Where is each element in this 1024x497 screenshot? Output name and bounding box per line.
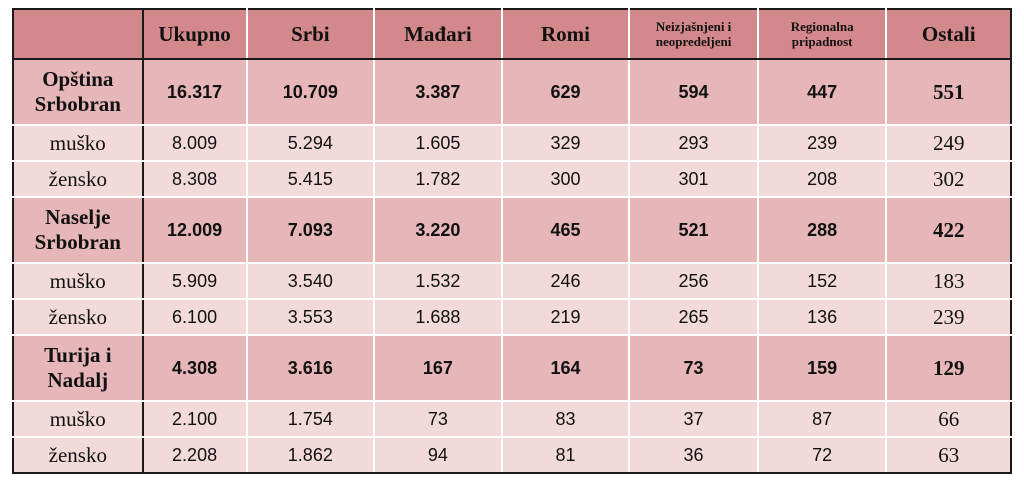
table-cell: 265 bbox=[628, 298, 759, 336]
table-cell: 1.605 bbox=[373, 124, 503, 162]
row-label: muško bbox=[12, 124, 144, 162]
table-cell: 208 bbox=[756, 160, 888, 198]
table-cell: 152 bbox=[756, 262, 888, 300]
table-cell: 183 bbox=[885, 262, 1012, 300]
section-row-naselje-srbobran: Naselje Srbobran 12.009 7.093 3.220 465 … bbox=[12, 196, 1012, 264]
header-cell-ostali: Ostali bbox=[885, 8, 1012, 60]
table-cell: 37 bbox=[628, 400, 759, 438]
table-cell: 256 bbox=[628, 262, 759, 300]
table-cell: 129 bbox=[885, 334, 1012, 402]
table-cell: 87 bbox=[756, 400, 888, 438]
table-cell: 551 bbox=[885, 58, 1012, 126]
table-cell: 629 bbox=[500, 58, 631, 126]
table-cell: 422 bbox=[885, 196, 1012, 264]
table-cell: 72 bbox=[756, 436, 888, 474]
table-cell: 239 bbox=[756, 124, 888, 162]
table-row: žensko 8.308 5.415 1.782 300 301 208 302 bbox=[12, 160, 1012, 198]
row-label: muško bbox=[12, 400, 144, 438]
table-cell: 465 bbox=[500, 196, 631, 264]
table-row: muško 2.100 1.754 73 83 37 87 66 bbox=[12, 400, 1012, 438]
row-label: žensko bbox=[12, 160, 144, 198]
table-cell: 83 bbox=[500, 400, 631, 438]
table-cell: 10.709 bbox=[245, 58, 376, 126]
header-cell-neizjasnjeni: Neizjašnjeni i neopredeljeni bbox=[628, 8, 759, 60]
table-cell: 4.308 bbox=[141, 334, 248, 402]
section-label: Naselje Srbobran bbox=[12, 196, 144, 264]
table-cell: 288 bbox=[756, 196, 888, 264]
table-cell: 73 bbox=[628, 334, 759, 402]
table-cell: 302 bbox=[885, 160, 1012, 198]
table-cell: 246 bbox=[500, 262, 631, 300]
table-cell: 2.208 bbox=[141, 436, 248, 474]
table-cell: 12.009 bbox=[141, 196, 248, 264]
row-label: muško bbox=[12, 262, 144, 300]
header-cell-corner bbox=[12, 8, 144, 60]
table-cell: 3.616 bbox=[245, 334, 376, 402]
table-cell: 7.093 bbox=[245, 196, 376, 264]
table-cell: 8.308 bbox=[141, 160, 248, 198]
table-row: muško 5.909 3.540 1.532 246 256 152 183 bbox=[12, 262, 1012, 300]
table-cell: 1.782 bbox=[373, 160, 503, 198]
table-cell: 81 bbox=[500, 436, 631, 474]
table-cell: 447 bbox=[756, 58, 888, 126]
table-cell: 1.688 bbox=[373, 298, 503, 336]
table-cell: 249 bbox=[885, 124, 1012, 162]
header-cell-regionalna: Regionalna pripadnost bbox=[756, 8, 888, 60]
table-cell: 2.100 bbox=[141, 400, 248, 438]
table-cell: 594 bbox=[628, 58, 759, 126]
table-cell: 3.220 bbox=[373, 196, 503, 264]
table-cell: 3.553 bbox=[245, 298, 376, 336]
section-label: Turija i Nadalj bbox=[12, 334, 144, 402]
table-cell: 164 bbox=[500, 334, 631, 402]
table-cell: 301 bbox=[628, 160, 759, 198]
header-row: Ukupno Srbi Mađari Romi Neizjašnjeni i n… bbox=[12, 8, 1012, 60]
table-cell: 293 bbox=[628, 124, 759, 162]
table-cell: 5.909 bbox=[141, 262, 248, 300]
table-cell: 73 bbox=[373, 400, 503, 438]
table-cell: 300 bbox=[500, 160, 631, 198]
table-cell: 3.387 bbox=[373, 58, 503, 126]
row-label: žensko bbox=[12, 298, 144, 336]
population-table: Ukupno Srbi Mađari Romi Neizjašnjeni i n… bbox=[12, 8, 1012, 474]
header-cell-madjari: Mađari bbox=[373, 8, 503, 60]
table-cell: 36 bbox=[628, 436, 759, 474]
table-cell: 3.540 bbox=[245, 262, 376, 300]
population-table-container: Ukupno Srbi Mađari Romi Neizjašnjeni i n… bbox=[12, 8, 1012, 474]
table-cell: 1.862 bbox=[245, 436, 376, 474]
table-cell: 1.532 bbox=[373, 262, 503, 300]
row-label: žensko bbox=[12, 436, 144, 474]
table-cell: 219 bbox=[500, 298, 631, 336]
table-cell: 167 bbox=[373, 334, 503, 402]
section-row-opstina-srbobran: Opština Srbobran 16.317 10.709 3.387 629… bbox=[12, 58, 1012, 126]
table-cell: 329 bbox=[500, 124, 631, 162]
table-row: žensko 6.100 3.553 1.688 219 265 136 239 bbox=[12, 298, 1012, 336]
header-cell-ukupno: Ukupno bbox=[141, 8, 248, 60]
table-cell: 5.294 bbox=[245, 124, 376, 162]
table-cell: 136 bbox=[756, 298, 888, 336]
table-cell: 159 bbox=[756, 334, 888, 402]
table-cell: 63 bbox=[885, 436, 1012, 474]
table-cell: 94 bbox=[373, 436, 503, 474]
table-cell: 1.754 bbox=[245, 400, 376, 438]
table-cell: 66 bbox=[885, 400, 1012, 438]
table-cell: 5.415 bbox=[245, 160, 376, 198]
section-row-turija-i-nadalj: Turija i Nadalj 4.308 3.616 167 164 73 1… bbox=[12, 334, 1012, 402]
table-row: muško 8.009 5.294 1.605 329 293 239 249 bbox=[12, 124, 1012, 162]
header-cell-romi: Romi bbox=[500, 8, 631, 60]
table-cell: 521 bbox=[628, 196, 759, 264]
table-cell: 239 bbox=[885, 298, 1012, 336]
table-cell: 6.100 bbox=[141, 298, 248, 336]
table-row: žensko 2.208 1.862 94 81 36 72 63 bbox=[12, 436, 1012, 474]
table-cell: 16.317 bbox=[141, 58, 248, 126]
header-cell-srbi: Srbi bbox=[245, 8, 376, 60]
table-cell: 8.009 bbox=[141, 124, 248, 162]
section-label: Opština Srbobran bbox=[12, 58, 144, 126]
